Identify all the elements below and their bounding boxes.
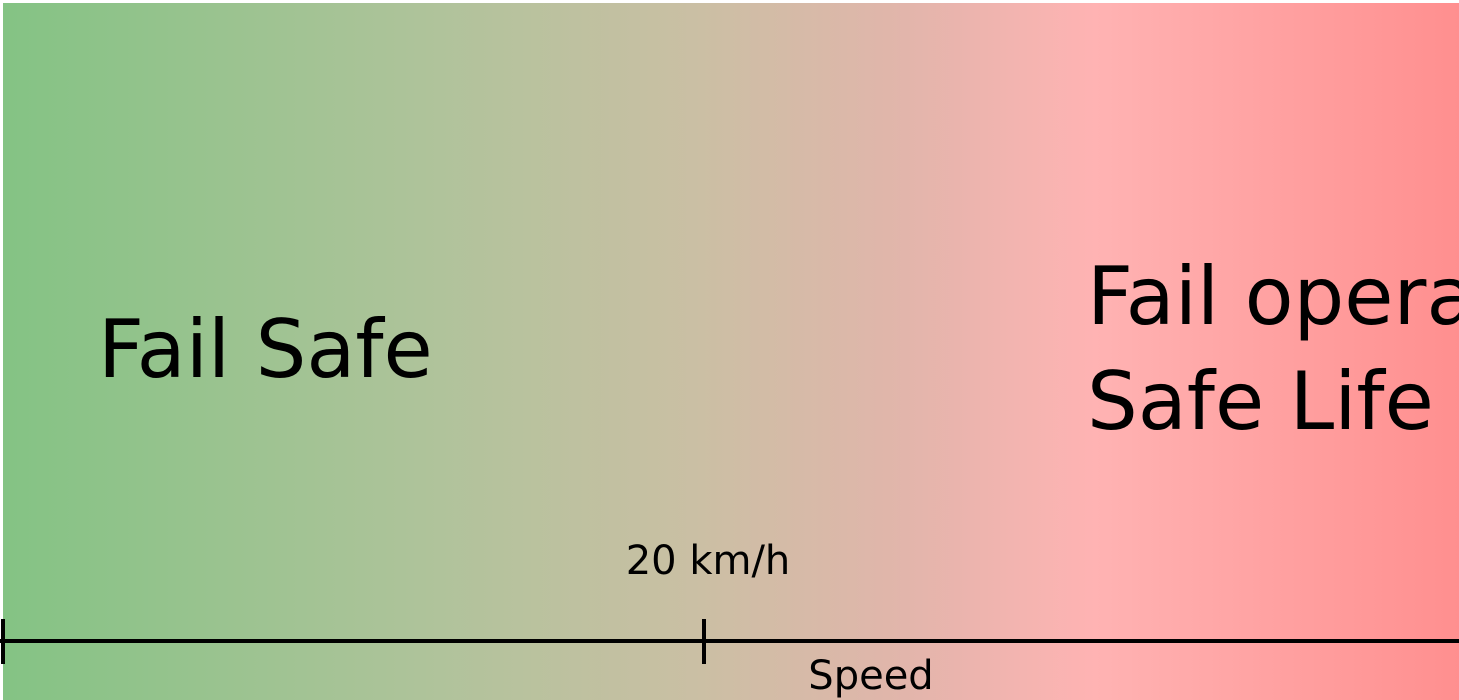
speed-gradient (3, 3, 1459, 700)
threshold-label: 20 km/h (626, 538, 791, 584)
axis-label: Speed (808, 653, 933, 699)
zone-label: Safe Life (1087, 355, 1434, 448)
zone-label: Fail Safe (98, 303, 433, 396)
zone-label: Fail operational (1087, 250, 1459, 343)
